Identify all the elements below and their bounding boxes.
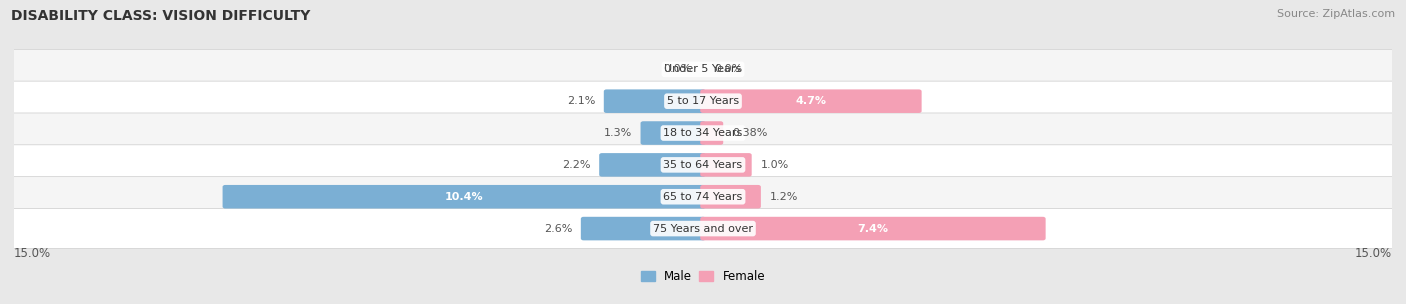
FancyBboxPatch shape	[700, 217, 1046, 240]
FancyBboxPatch shape	[641, 121, 706, 145]
Text: 1.3%: 1.3%	[603, 128, 631, 138]
Text: 15.0%: 15.0%	[14, 247, 51, 260]
Text: 7.4%: 7.4%	[858, 223, 889, 233]
Text: 4.7%: 4.7%	[796, 96, 827, 106]
Text: 35 to 64 Years: 35 to 64 Years	[664, 160, 742, 170]
Text: 1.0%: 1.0%	[761, 160, 789, 170]
FancyBboxPatch shape	[700, 121, 723, 145]
Text: 2.1%: 2.1%	[567, 96, 595, 106]
Text: DISABILITY CLASS: VISION DIFFICULTY: DISABILITY CLASS: VISION DIFFICULTY	[11, 9, 311, 23]
Text: 65 to 74 Years: 65 to 74 Years	[664, 192, 742, 202]
FancyBboxPatch shape	[599, 153, 706, 177]
Text: 0.0%: 0.0%	[664, 64, 692, 74]
Text: 75 Years and over: 75 Years and over	[652, 223, 754, 233]
FancyBboxPatch shape	[700, 153, 752, 177]
FancyBboxPatch shape	[7, 49, 1399, 89]
FancyBboxPatch shape	[7, 145, 1399, 185]
Text: Under 5 Years: Under 5 Years	[665, 64, 741, 74]
FancyBboxPatch shape	[222, 185, 706, 209]
FancyBboxPatch shape	[7, 81, 1399, 121]
FancyBboxPatch shape	[581, 217, 706, 240]
FancyBboxPatch shape	[700, 89, 921, 113]
Text: 0.0%: 0.0%	[714, 64, 742, 74]
FancyBboxPatch shape	[7, 113, 1399, 153]
Text: 1.2%: 1.2%	[769, 192, 799, 202]
Text: 2.2%: 2.2%	[562, 160, 591, 170]
Text: 18 to 34 Years: 18 to 34 Years	[664, 128, 742, 138]
FancyBboxPatch shape	[7, 209, 1399, 249]
Text: 15.0%: 15.0%	[1355, 247, 1392, 260]
Text: 2.6%: 2.6%	[544, 223, 572, 233]
Text: Source: ZipAtlas.com: Source: ZipAtlas.com	[1277, 9, 1395, 19]
Text: 0.38%: 0.38%	[733, 128, 768, 138]
Text: 10.4%: 10.4%	[444, 192, 484, 202]
Legend: Male, Female: Male, Female	[636, 265, 770, 288]
FancyBboxPatch shape	[7, 177, 1399, 217]
Text: 5 to 17 Years: 5 to 17 Years	[666, 96, 740, 106]
FancyBboxPatch shape	[700, 185, 761, 209]
FancyBboxPatch shape	[603, 89, 706, 113]
